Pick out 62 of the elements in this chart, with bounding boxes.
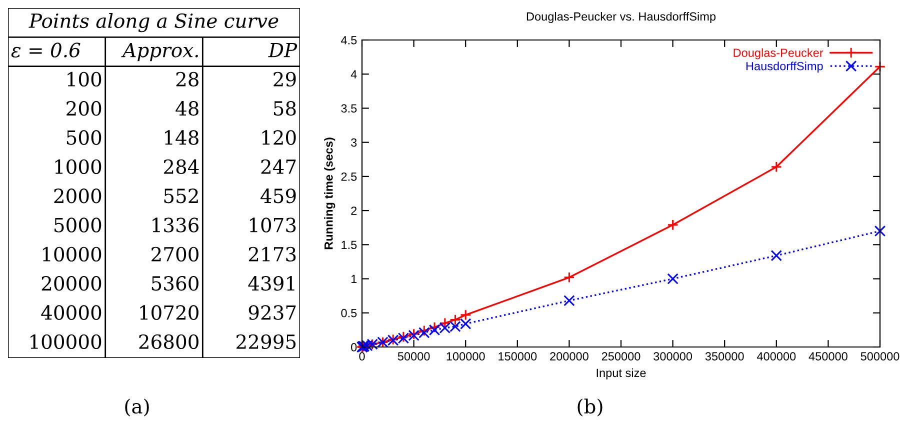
y-tick-label: 4.5 bbox=[341, 36, 357, 44]
y-tick-label: 100000 bbox=[30, 334, 102, 350]
data-label: 1336 bbox=[152, 218, 199, 232]
y-tick-label: 500 bbox=[66, 130, 102, 145]
x-tick-label: 50000 bbox=[398, 352, 430, 361]
y-tick-label: 2.5 bbox=[341, 172, 357, 181]
legend-label: Douglas-Peucker bbox=[734, 48, 824, 60]
y-tick-label: 2000 bbox=[54, 188, 102, 204]
data-label: 48 bbox=[176, 101, 198, 116]
chart-title: Points along a Sine curve bbox=[28, 13, 278, 32]
data-label: 120 bbox=[262, 130, 296, 145]
data-label: 5360 bbox=[152, 276, 198, 291]
x-tick-label: 150000 bbox=[498, 352, 537, 361]
data-label: 459 bbox=[260, 188, 296, 204]
y-tick-label: 40000 bbox=[41, 305, 102, 320]
y-tick-label: 4 bbox=[350, 70, 357, 78]
y-tick-label: 0 bbox=[351, 343, 357, 352]
x-tick-label: 100000 bbox=[446, 352, 485, 361]
data-label: 58 bbox=[274, 101, 296, 116]
data-label: 1073 bbox=[250, 218, 296, 232]
y-tick-label: 2 bbox=[351, 206, 357, 215]
x-tick-label: 350000 bbox=[705, 352, 744, 361]
y-tick-label: 100 bbox=[68, 72, 102, 87]
data-label: 29 bbox=[274, 72, 296, 87]
data-label: 2173 bbox=[248, 246, 296, 262]
data-label: 148 bbox=[165, 130, 198, 145]
y-tick-label: 0.5 bbox=[341, 308, 357, 318]
data-label: 28 bbox=[176, 72, 198, 87]
y-tick-label: 3.5 bbox=[341, 104, 357, 113]
y-tick-label: 10000 bbox=[42, 246, 102, 262]
x-tick-label: 400000 bbox=[756, 352, 796, 361]
y-tick-label: 5000 bbox=[54, 218, 102, 232]
x-tick-label: Approx. bbox=[121, 42, 198, 62]
data-label: 4391 bbox=[248, 276, 294, 291]
y-tick-label: 1 bbox=[351, 274, 357, 284]
x-tick-label: 500000 bbox=[860, 352, 900, 361]
x-tick-label: 250000 bbox=[602, 352, 640, 361]
legend-label: HausdorffSimp bbox=[746, 62, 823, 73]
x-tick-label: DP bbox=[268, 42, 298, 58]
y-axis-title: ε = 0.6 bbox=[11, 42, 80, 58]
y-tick-label: 200 bbox=[66, 101, 102, 116]
y-axis-title: Running time (secs) bbox=[324, 138, 336, 250]
data-label: 22995 bbox=[236, 334, 296, 350]
y-tick-label: 3 bbox=[351, 138, 357, 147]
x-tick-label: 200000 bbox=[550, 352, 588, 361]
y-tick-label: 20000 bbox=[42, 276, 102, 291]
x-tick-label: 300000 bbox=[654, 352, 692, 361]
data-label: 284 bbox=[164, 159, 199, 174]
data-label: 26800 bbox=[139, 334, 198, 350]
data-label: 10720 bbox=[140, 305, 198, 320]
data-label: 9237 bbox=[248, 305, 296, 320]
x-tick-label: 450000 bbox=[808, 352, 848, 361]
data-label: 2700 bbox=[152, 246, 198, 262]
x-tick-label: 0 bbox=[359, 352, 365, 361]
chart-title: Douglas-Peucker vs. HausdorffSimp bbox=[526, 12, 716, 24]
x-axis-title: Input size bbox=[596, 368, 646, 380]
y-tick-label: 1000 bbox=[55, 159, 102, 174]
data-label: 247 bbox=[261, 159, 296, 174]
text: (a) bbox=[125, 398, 149, 416]
text: (b) bbox=[578, 398, 602, 416]
data-label: 552 bbox=[164, 188, 198, 204]
y-tick-label: 1.5 bbox=[342, 240, 357, 250]
